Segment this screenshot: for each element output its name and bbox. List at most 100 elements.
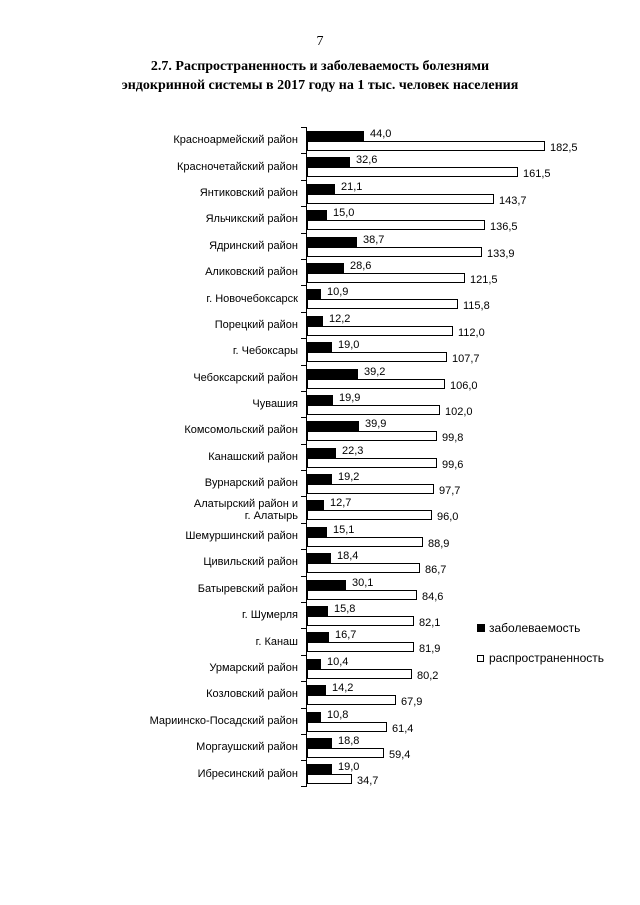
prevalence-value-label: 115,8	[463, 300, 490, 313]
prevalence-value-label: 86,7	[425, 564, 447, 577]
prevalence-bar	[307, 563, 420, 574]
prevalence-bar	[307, 510, 432, 521]
incidence-bar	[307, 210, 327, 221]
row-plot-area: 10,9 115,8	[301, 285, 640, 313]
prevalence-value-label: 182,5	[550, 142, 578, 154]
prevalence-value-label: 121,5	[470, 273, 498, 286]
chart-row: Комсомольский район 39,9 99,8	[0, 417, 640, 445]
category-label: Козловский район	[206, 688, 298, 701]
prevalence-value-label: 161,5	[523, 168, 551, 181]
incidence-bar	[307, 764, 332, 775]
legend-item-incidence: заболеваемость	[477, 622, 604, 634]
row-plot-area: 14,2 67,9	[301, 681, 640, 708]
category-label: Вурнарский район	[204, 477, 298, 490]
incidence-bar	[307, 368, 358, 379]
chart-title-line1: 2.7. Распространенность и заболеваемость…	[150, 59, 490, 74]
filled-square-icon	[477, 624, 485, 632]
prevalence-bar	[307, 404, 440, 415]
row-plot-area: 19,0 107,7	[301, 338, 640, 365]
category-label: Ядринский район	[209, 239, 298, 252]
category-label: Канашский район	[208, 450, 298, 463]
prevalence-bar	[307, 246, 482, 257]
chart-row: Цивильский район 18,4 86,7	[0, 549, 640, 577]
prevalence-value-label: 84,6	[422, 590, 444, 603]
incidence-value-label: 15,1	[333, 523, 355, 536]
prevalence-value-label: 112,0	[458, 326, 485, 339]
chart-row: Аликовский район 28,6 121,5	[0, 258, 640, 286]
category-label: Урмарский район	[209, 662, 298, 674]
category-label: г. Шумерля	[241, 609, 298, 622]
chart-row: Батыревский район 30,1 84,6	[0, 575, 640, 603]
incidence-value-label: 30,1	[352, 576, 374, 589]
category-label: г. Чебоксары	[232, 345, 298, 358]
category-label: Батыревский район	[197, 582, 298, 595]
incidence-bar	[307, 579, 346, 590]
row-plot-area: 39,2 106,0	[301, 364, 640, 392]
incidence-value-label: 19,0	[338, 339, 360, 352]
incidence-bar	[307, 421, 359, 432]
row-plot-area: 19,2 97,7	[301, 470, 640, 497]
prevalence-value-label: 88,9	[428, 537, 450, 550]
incidence-value-label: 28,6	[350, 259, 372, 272]
chart-row: Чебоксарский район 39,2 106,0	[0, 364, 640, 392]
prevalence-bar	[307, 325, 453, 336]
incidence-bar	[307, 526, 327, 537]
chart-row: г. Новочебоксарск 10,9 115,8	[0, 285, 640, 313]
page-number: 7	[316, 34, 324, 49]
incidence-value-label: 38,7	[363, 233, 385, 246]
row-plot-area: 15,1 88,9	[301, 522, 640, 550]
incidence-value-label: 12,2	[329, 312, 351, 325]
incidence-value-label: 39,9	[365, 418, 387, 431]
incidence-value-label: 16,7	[335, 629, 357, 642]
prevalence-value-label: 61,4	[392, 722, 414, 735]
legend-label-incidence: заболеваемость	[489, 621, 581, 635]
category-label: Янтиковский район	[199, 186, 298, 199]
incidence-bar	[307, 236, 357, 247]
incidence-value-label: 19,9	[339, 391, 361, 404]
prevalence-value-label: 99,8	[442, 432, 464, 445]
prevalence-bar	[307, 272, 465, 283]
chart-row: Урмарский район 10,4 80,2	[0, 654, 640, 681]
category-label: Аликовский район	[205, 266, 298, 279]
legend-label-prevalence: распространенность	[489, 651, 605, 665]
incidence-value-label: 15,8	[334, 603, 356, 616]
prevalence-value-label: 106,0	[450, 379, 478, 392]
chart-row: Вурнарский район 19,2 97,7	[0, 470, 640, 497]
category-label: Шемуршинский район	[185, 530, 298, 543]
incidence-bar	[307, 342, 332, 353]
prevalence-bar	[307, 774, 352, 785]
chart-rows: Красноармейский район 44,0 182,5 Красночета…	[0, 127, 640, 788]
chart-row: Моргаушский район 18,8 59,4	[0, 733, 640, 761]
incidence-value-label: 22,3	[342, 444, 364, 457]
incidence-value-label: 32,6	[356, 154, 378, 167]
row-plot-area: 15,0 136,5	[301, 206, 640, 233]
incidence-bar	[307, 737, 332, 748]
category-label: Порецкий район	[214, 318, 298, 331]
category-label: Красночетайский район	[177, 160, 298, 173]
incidence-bar	[307, 474, 332, 485]
chart-title: 2.7. Распространенность и заболеваемость…	[0, 57, 640, 95]
incidence-bar	[307, 685, 326, 696]
category-label: Комсомольский район	[184, 424, 298, 437]
prevalence-value-label: 143,7	[499, 194, 527, 207]
row-plot-area: 12,7 96,0	[301, 496, 640, 523]
incidence-value-label: 21,1	[341, 180, 363, 193]
incidence-bar	[307, 632, 329, 643]
incidence-bar	[307, 131, 364, 141]
prevalence-bar	[307, 721, 387, 732]
row-plot-area: 30,1 84,6	[301, 575, 640, 603]
chart-row: Шемуршинский район 15,1 88,9	[0, 522, 640, 550]
prevalence-value-label: 133,9	[487, 247, 515, 260]
prevalence-value-label: 82,1	[419, 617, 441, 630]
incidence-bar	[307, 157, 350, 168]
row-plot-area: 10,4 80,2	[301, 654, 640, 681]
chart-row: г. Канаш 16,7 81,9	[0, 628, 640, 655]
legend-item-prevalence: распространенность	[477, 652, 604, 664]
prevalence-bar	[307, 141, 545, 151]
prevalence-value-label: 59,4	[389, 748, 411, 761]
row-plot-area: 18,8 59,4	[301, 733, 640, 761]
chart-row: Чувашия 19,9 102,0	[0, 390, 640, 417]
prevalence-bar	[307, 220, 485, 231]
category-label: Чебоксарский район	[193, 371, 298, 384]
incidence-bar	[307, 315, 323, 326]
